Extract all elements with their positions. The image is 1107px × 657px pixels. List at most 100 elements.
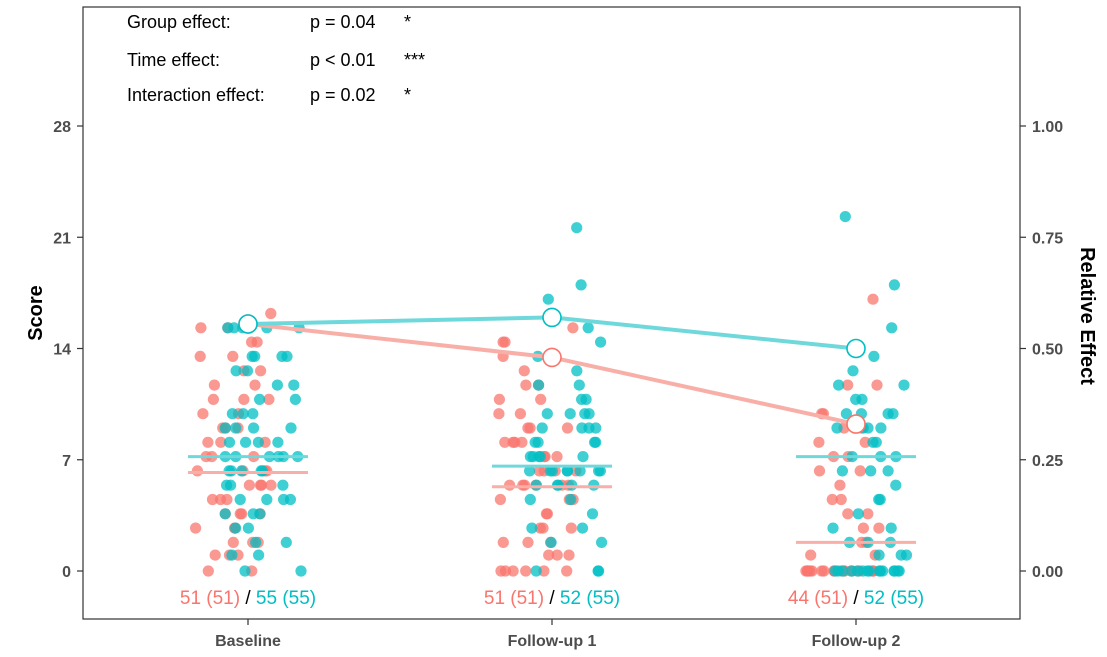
data-point [254,479,267,491]
data-point [277,479,289,491]
annotation-p-value: p = 0.02 [310,85,376,105]
data-point [862,508,874,520]
data-point [567,322,579,334]
data-point [249,350,261,362]
data-point [564,408,576,420]
data-point [890,479,902,491]
data-point [540,508,553,520]
data-point [888,279,901,291]
count-separator: / [240,588,256,609]
data-point [588,479,600,491]
data-point [534,522,546,534]
relative-effect-marker [238,314,258,334]
data-point [596,536,608,549]
data-point [202,565,214,577]
data-point [219,508,231,520]
data-point [194,350,206,362]
y2-tick-label: 0.00 [1032,564,1063,581]
data-point [543,549,555,561]
data-point [870,436,882,448]
data-point [816,565,828,577]
data-point [877,565,889,577]
count-label: 51 (51) / 52 (55) [484,588,620,609]
data-point [254,393,266,405]
data-point [276,350,288,362]
data-point [898,379,910,391]
annotation-label: Group effect: [127,12,231,32]
data-point [534,451,546,463]
data-point [519,479,531,491]
data-point [524,465,536,477]
data-point [873,549,885,561]
data-point [514,408,527,420]
data-point [524,493,536,506]
data-point [197,408,209,420]
data-point [551,479,564,491]
data-point [240,436,252,448]
data-point [805,549,817,561]
data-point [497,536,509,549]
data-point [840,408,853,420]
data-point [590,436,602,448]
data-point [206,493,219,506]
data-point [834,479,846,491]
data-point [209,549,221,561]
data-point [551,549,563,561]
data-point [542,293,554,305]
data-point [265,479,277,491]
data-point [239,565,251,577]
data-point [238,393,250,405]
data-point [522,536,534,549]
data-point [226,408,238,420]
data-point [530,479,543,491]
data-point [236,508,248,520]
data-point [499,436,511,448]
data-point [225,479,237,491]
data-point [576,393,588,405]
data-point [565,522,577,534]
data-point [561,465,573,477]
data-point [499,565,512,577]
data-point [865,465,877,477]
data-point [538,565,550,577]
y2-axis-title: Relative Effect [1076,247,1098,385]
data-point [561,422,574,434]
data-point [241,365,254,377]
data-point [837,565,849,577]
data-point [833,379,845,391]
data-point [509,436,521,448]
data-point [249,379,261,391]
data-point [575,279,587,291]
data-point [533,465,546,477]
data-point [576,522,589,534]
relative-effect-marker [542,347,562,368]
data-point [535,393,547,405]
data-point [499,336,511,348]
data-point [252,436,264,448]
data-point [561,565,573,577]
annotation-label: Time effect: [127,50,220,70]
data-point [827,522,839,534]
data-point [886,322,898,334]
data-point [518,365,530,377]
data-point [219,422,231,434]
data-point [852,508,864,520]
data-point [289,393,301,405]
data-point [280,536,292,549]
data-point [813,436,825,448]
x-tick-label: Follow-up 1 [508,633,597,650]
annotation-p-value: p = 0.04 [310,12,376,32]
data-point [862,565,874,577]
data-point [208,379,220,391]
annotation-label: Interaction effect: [127,85,265,105]
data-point [255,365,267,377]
data-point [579,408,591,420]
y2-tick-label: 0.75 [1032,230,1063,247]
data-point [536,422,548,434]
data-point [228,322,240,334]
data-point [207,393,219,405]
data-point [261,493,273,506]
data-point [234,493,246,506]
data-point [813,465,826,477]
